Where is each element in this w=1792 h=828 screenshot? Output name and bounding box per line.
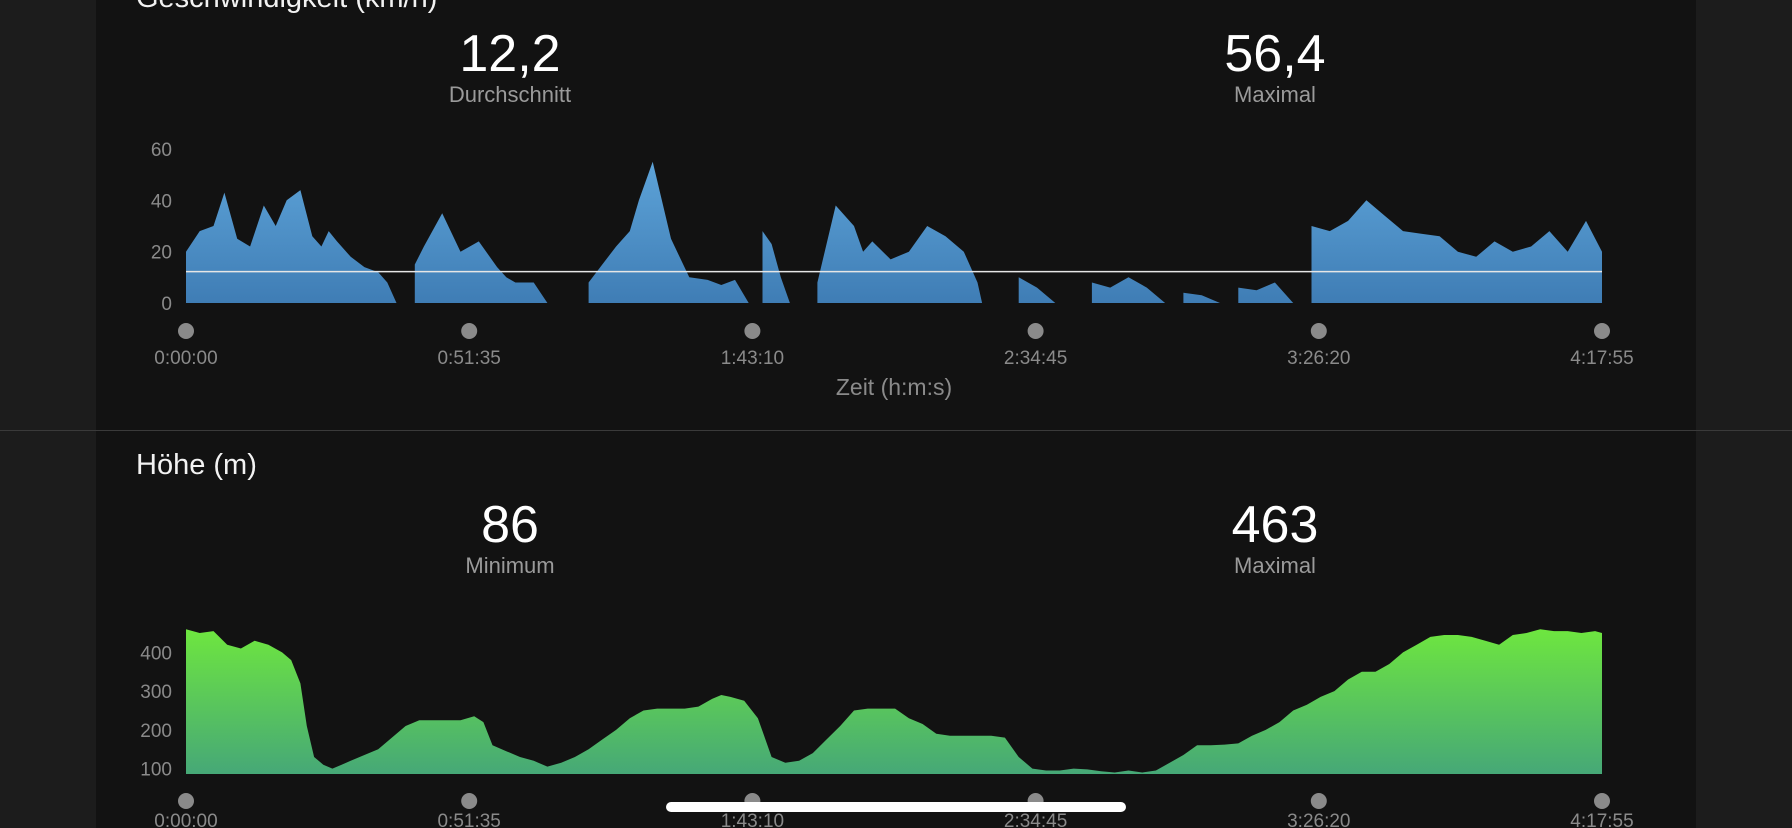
speed-x-tick-label: 1:43:10	[721, 348, 784, 369]
elevation-max-value: 463	[1231, 496, 1319, 554]
elevation-x-tick-label: 4:17:55	[1570, 811, 1633, 828]
elevation-x-tick-label: 0:51:35	[437, 811, 500, 828]
speed-area-series	[186, 161, 1602, 303]
elevation-min-label: Minimum	[465, 553, 555, 578]
elevation-max-label: Maximal	[1234, 553, 1316, 578]
speed-y-tick-label: 20	[151, 243, 172, 264]
elevation-chart: 100 200 300 400 0:00:00 0:51:35 1:43:10 2:34:45…	[140, 629, 1634, 828]
elevation-max-stat: 463 Maximal	[1125, 497, 1425, 579]
elevation-panel: Höhe (m) 86 Minimum 463 Maximal 100 200 30…	[96, 431, 1696, 828]
speed-x-tick-marker[interactable]	[1594, 323, 1610, 339]
speed-x-tick-marker[interactable]	[1027, 323, 1044, 339]
speed-chart: 0 20 40 60 0:00:00 0:51:35 1:43:10 2:34:45 3:26:…	[151, 140, 1634, 400]
elevation-y-tick-label: 200	[140, 721, 172, 742]
elevation-x-tick-marker[interactable]	[1594, 793, 1610, 809]
elevation-y-tick-label: 400	[140, 643, 172, 664]
speed-x-tick-label: 4:17:55	[1570, 348, 1633, 369]
speed-max-label: Maximal	[1234, 82, 1316, 107]
section-divider	[0, 430, 1792, 431]
elevation-x-tick-label: 2:34:45	[1004, 811, 1067, 828]
elevation-x-tick-label: 1:43:10	[721, 811, 784, 828]
elevation-section-title: Höhe (m)	[136, 449, 257, 481]
speed-x-tick-label: 2:34:45	[1004, 348, 1067, 369]
elevation-area-series	[186, 629, 1602, 774]
elevation-x-tick-marker[interactable]	[1310, 793, 1327, 809]
speed-x-tick-marker[interactable]	[461, 323, 478, 339]
speed-x-tick-label: 3:26:20	[1287, 348, 1350, 369]
elevation-x-tick-marker[interactable]	[461, 793, 478, 809]
speed-x-tick-marker[interactable]	[1310, 323, 1327, 339]
speed-x-tick-marker[interactable]	[744, 323, 761, 339]
speed-y-tick-label: 0	[161, 294, 172, 315]
speed-max-value: 56,4	[1224, 25, 1326, 83]
elevation-x-tick-marker[interactable]	[178, 793, 194, 809]
elevation-min-stat: 86 Minimum	[360, 497, 660, 579]
speed-max-stat: 56,4 Maximal	[1125, 26, 1425, 108]
elevation-y-tick-label: 100	[140, 760, 172, 781]
elevation-y-tick-label: 300	[140, 682, 172, 703]
speed-panel: Geschwindigkeit (km/h) 12,2 Durchschnitt…	[96, 0, 1696, 430]
speed-x-tick-label: 0:51:35	[437, 348, 500, 369]
speed-average-label: Durchschnitt	[448, 82, 572, 107]
home-indicator[interactable]	[666, 802, 1126, 812]
speed-section-title: Geschwindigkeit (km/h)	[136, 0, 437, 15]
elevation-min-value: 86	[481, 496, 539, 554]
elevation-x-tick-label: 0:00:00	[154, 811, 217, 828]
speed-x-tick-label: 0:00:00	[154, 348, 217, 369]
speed-x-axis-title: Zeit (h:m:s)	[836, 374, 952, 400]
speed-average-stat: 12,2 Durchschnitt	[360, 26, 660, 108]
speed-x-tick-marker[interactable]	[178, 323, 194, 339]
speed-y-tick-label: 60	[151, 140, 172, 161]
speed-average-value: 12,2	[459, 25, 561, 83]
speed-y-tick-label: 40	[151, 191, 172, 212]
elevation-x-tick-label: 3:26:20	[1287, 811, 1350, 828]
